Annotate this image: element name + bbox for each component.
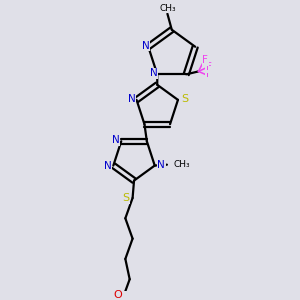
Text: CH₃: CH₃ — [159, 4, 176, 13]
Text: S: S — [181, 94, 188, 104]
Text: N: N — [128, 94, 136, 104]
Text: F: F — [202, 56, 208, 65]
Text: O: O — [113, 290, 122, 300]
Text: F: F — [206, 62, 212, 72]
Text: N: N — [104, 161, 111, 171]
Text: CH₃: CH₃ — [174, 160, 190, 169]
Text: N: N — [142, 41, 149, 51]
Text: N: N — [112, 135, 119, 145]
Text: S: S — [123, 193, 130, 203]
Text: N: N — [157, 160, 165, 170]
Text: N: N — [150, 68, 158, 79]
Text: F: F — [206, 69, 212, 79]
